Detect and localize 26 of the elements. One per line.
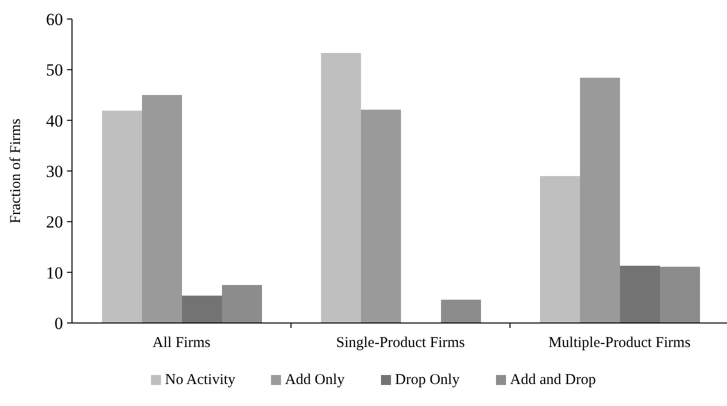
bar [102, 110, 142, 323]
bar [620, 266, 660, 323]
legend-label: Drop Only [395, 372, 460, 388]
bar [540, 176, 580, 323]
y-tick-label: 40 [46, 111, 63, 130]
y-tick-label: 10 [46, 263, 63, 282]
bar [361, 110, 401, 323]
legend-label: Add and Drop [510, 372, 596, 388]
bar [580, 78, 620, 323]
y-axis-title: Fraction of Firms [8, 118, 24, 224]
y-tick-label: 30 [46, 162, 63, 181]
y-tick-label: 0 [54, 314, 63, 333]
bar [441, 300, 481, 323]
bar [142, 95, 182, 323]
bar [660, 266, 700, 323]
legend-label: No Activity [165, 372, 236, 388]
y-tick-label: 50 [46, 60, 63, 80]
x-tick-label: All Firms [152, 335, 211, 351]
y-tick-label: 60 [46, 10, 63, 29]
bar [222, 285, 262, 323]
bar [321, 52, 361, 323]
y-tick-label: 20 [46, 212, 63, 232]
bar [182, 296, 222, 323]
x-tick-label: Multiple-Product Firms [548, 335, 691, 351]
x-tick-label: Single-Product Firms [336, 335, 466, 351]
legend-label: Add Only [285, 372, 346, 388]
